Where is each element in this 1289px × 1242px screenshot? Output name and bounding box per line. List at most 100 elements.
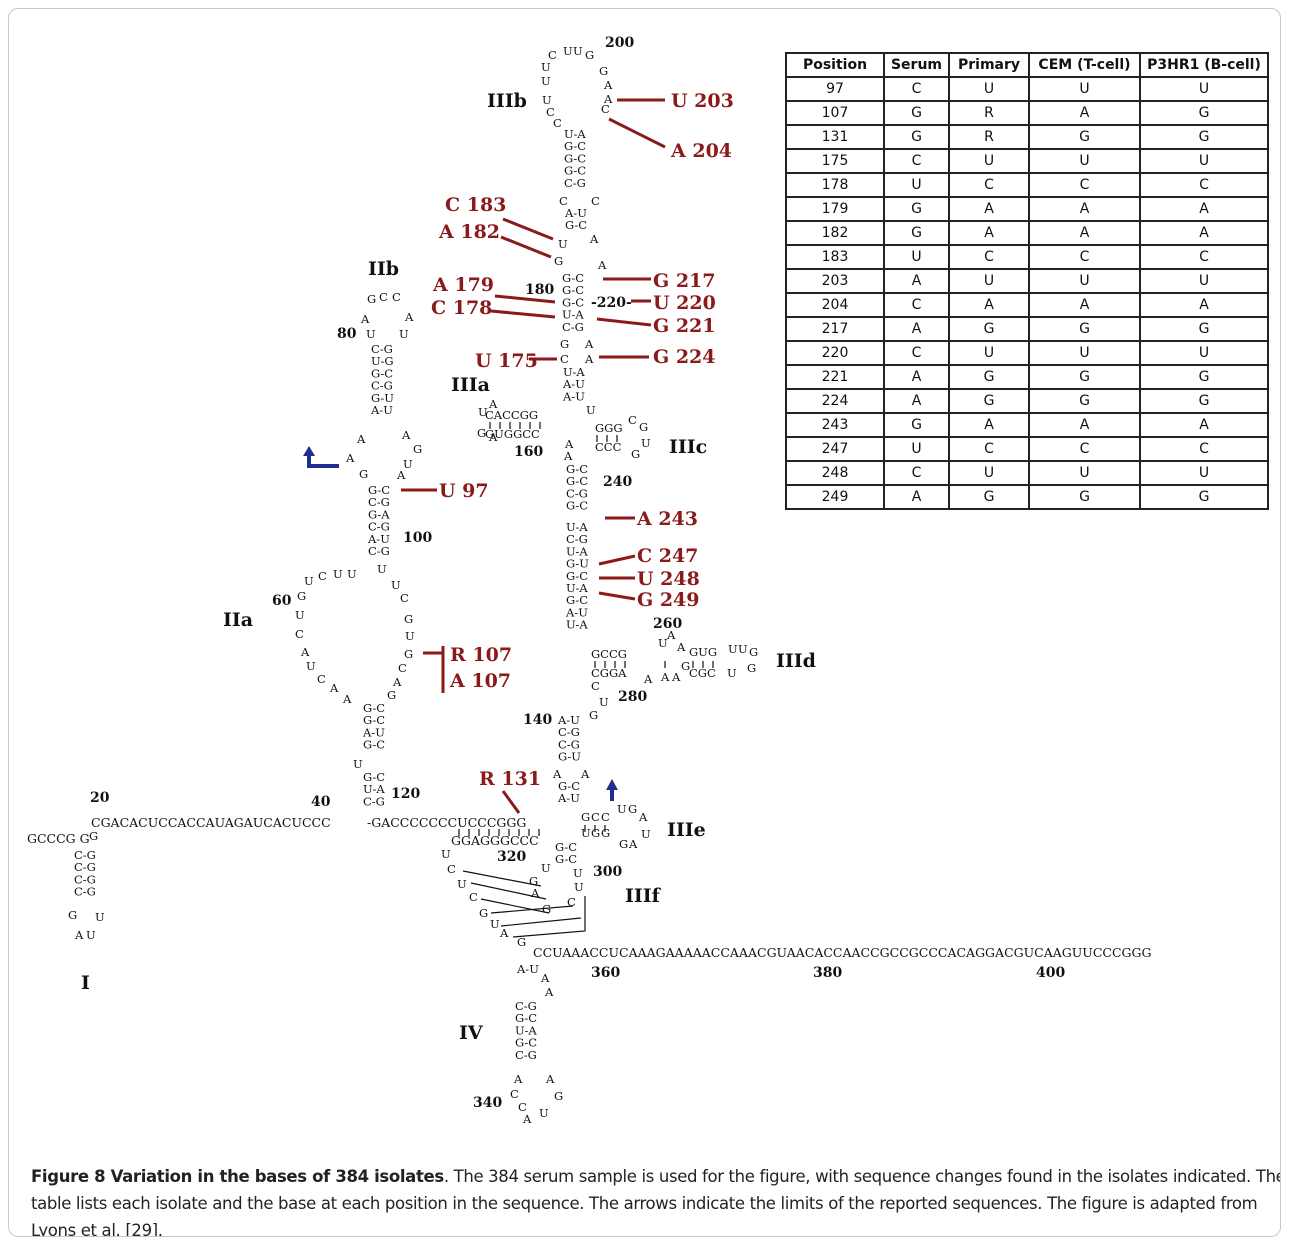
domain-label: IIIb [487, 90, 527, 112]
base-glyph: U [366, 327, 376, 341]
base-glyph: U-A [566, 618, 588, 632]
base-glyph: G-C [371, 366, 393, 380]
base-glyph: U [573, 44, 583, 58]
base-glyph: C [295, 627, 304, 641]
base-glyph: C-G [363, 794, 385, 808]
base-glyph: C [559, 194, 568, 208]
column-header: CEM (T-cell) [1028, 52, 1141, 78]
base-glyph: A [342, 692, 352, 706]
base-glyph: A [584, 352, 594, 366]
base-glyph: A [360, 312, 370, 326]
sequence-iiia: GUGGCC [485, 427, 540, 441]
sequence-iiid: CGC [689, 666, 716, 680]
domain-label: IIIc [669, 436, 707, 458]
base-glyph: A [563, 449, 573, 463]
base-glyph: G [628, 802, 637, 816]
table-row: 131 G R G G [785, 124, 1269, 150]
base-glyph: C [447, 862, 456, 876]
table-cell: G [1028, 124, 1141, 150]
base-glyph: U [586, 403, 596, 417]
table-cell: U [1139, 268, 1269, 294]
base-glyph: U-A [563, 365, 585, 379]
table-cell: G [1139, 316, 1269, 342]
base-glyph: U-A [564, 127, 586, 141]
table-cell: A [948, 196, 1030, 222]
table-cell: A [883, 484, 950, 510]
base-glyph: A [404, 310, 414, 324]
table-row: 178 U C C C [785, 172, 1269, 198]
base-glyph: G [517, 935, 526, 949]
base-glyph: A [392, 675, 402, 689]
base-glyph: A [638, 810, 648, 824]
base-glyph: C-G [368, 495, 390, 509]
table-cell: C [948, 172, 1030, 198]
base-glyph: G-C [566, 462, 588, 476]
table-cell: 203 [785, 268, 885, 294]
base-glyph: U [727, 666, 737, 680]
base-glyph: C-G [515, 1048, 537, 1062]
sequence-iiid: GCCG [591, 647, 627, 661]
base-glyph: A [580, 767, 590, 781]
mutation-label: G 249 [637, 589, 700, 611]
base-glyph: U [405, 629, 415, 643]
table-cell: U [1028, 76, 1141, 102]
position-number: 60 [272, 593, 292, 609]
base-glyph: G [359, 467, 368, 481]
table-cell: 248 [785, 460, 885, 486]
position-number: 240 [603, 474, 632, 490]
table-cell: 97 [785, 76, 885, 102]
base-glyph: G-C [566, 569, 588, 583]
base-glyph: U [490, 917, 500, 931]
table-cell: C [883, 460, 950, 486]
table-cell: 204 [785, 292, 885, 318]
base-glyph: U [728, 642, 738, 656]
sequence-iiia: CACCGG [485, 408, 538, 422]
base-glyph: C [591, 679, 600, 693]
base-glyph: A [666, 628, 676, 642]
mutation-label: A 243 [636, 508, 698, 530]
base-glyph: G [297, 589, 306, 603]
base-glyph: U-A [566, 520, 588, 534]
table-cell: C [1139, 244, 1269, 270]
table-cell: U [948, 460, 1030, 486]
base-glyph: C-G [74, 848, 96, 862]
position-number: 360 [591, 965, 620, 981]
table-cell: U [948, 340, 1030, 366]
base-glyph: G-C [562, 295, 584, 309]
pseudoknot-line [512, 896, 586, 938]
base-glyph: G-C [363, 713, 385, 727]
column-header: P3HR1 (B-cell) [1139, 52, 1269, 78]
base-glyph: G-U [558, 750, 581, 764]
domain-label: I [81, 972, 90, 994]
mutation-label: A 107 [449, 670, 511, 692]
pseudoknot-line [462, 870, 542, 887]
base-glyph: U [581, 826, 591, 840]
table-row: 107 G R A G [785, 100, 1269, 126]
caption-text: . The 384 serum sample is used for the f… [31, 1167, 1281, 1237]
base-glyph: U [295, 608, 305, 622]
base-glyph: C-G [562, 320, 584, 334]
base-glyph: U [399, 327, 409, 341]
sequence-iiic: CCC [595, 440, 622, 454]
base-glyph: G-C [564, 139, 586, 153]
position-number: 280 [618, 689, 647, 705]
sequence-iiid: GUG [689, 645, 717, 659]
base-glyph: G [529, 874, 538, 888]
table-cell: C [883, 292, 950, 318]
base-glyph: U [478, 405, 488, 419]
table-row: 247 U C C C [785, 436, 1269, 462]
base-glyph: G-C [564, 151, 586, 165]
base-glyph: G [479, 906, 488, 920]
position-number: 140 [523, 712, 552, 728]
table-cell: A [1028, 412, 1141, 438]
table-cell: C [883, 148, 950, 174]
base-glyph: U [353, 757, 363, 771]
base-glyph: A-U [562, 389, 585, 403]
base-glyph: U [95, 910, 105, 924]
base-glyph: U [441, 847, 451, 861]
pairing-ticks [458, 422, 714, 836]
base-glyph: U [86, 928, 96, 942]
base-glyph: G-C [562, 283, 584, 297]
base-glyph: C-G [368, 544, 390, 558]
base-glyph: G-C [565, 218, 587, 232]
